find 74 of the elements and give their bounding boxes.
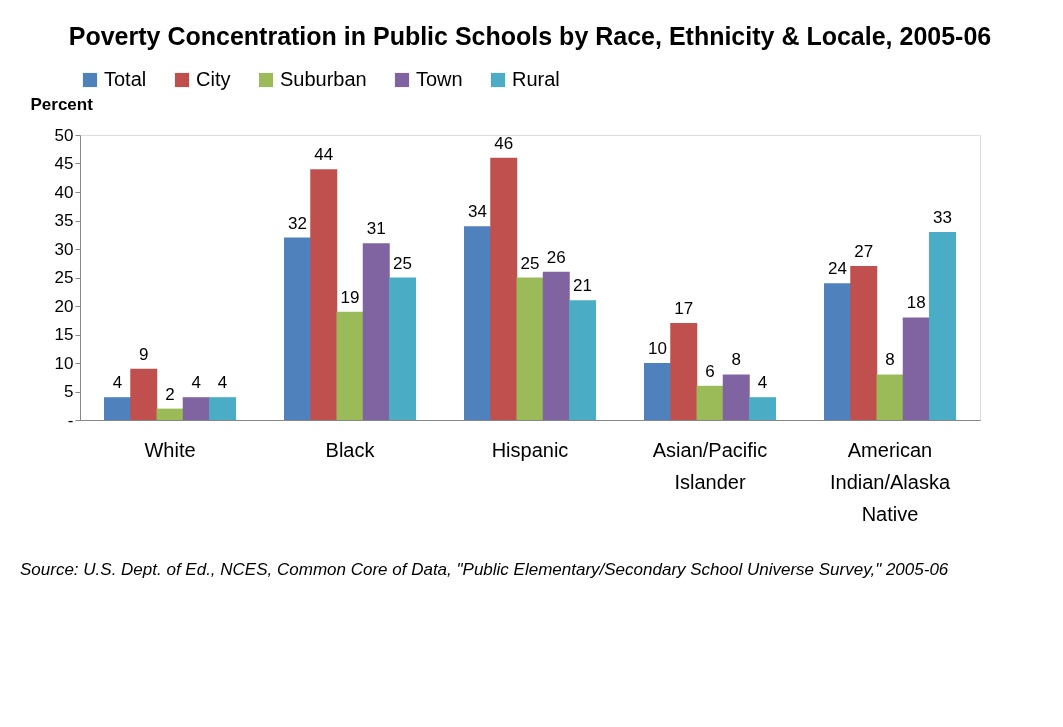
data-label: 21 [573,276,592,296]
data-label: 4 [217,373,228,393]
data-label: 32 [288,213,307,233]
legend-label: City [196,68,231,90]
bar [104,397,131,420]
y-tick-label: 20 [54,296,74,316]
bar [850,266,878,420]
data-label: 25 [393,253,412,273]
y-tick-label: 10 [54,353,74,373]
data-label: 27 [854,242,874,262]
data-label: 9 [139,344,149,364]
source-note: Source: U.S. Dept. of Ed., NCES, Common Core of Data, "Public Elementary/Secondary School Universe Survey," 2005-06 [20,560,949,579]
bar [490,157,518,420]
data-label: 2 [165,384,175,404]
data-label: 46 [494,133,514,153]
data-label: 26 [546,247,566,267]
bar [670,323,698,420]
legend-label: Town [416,68,463,90]
y-tick-label: 45 [54,154,74,173]
bar [464,226,491,420]
bar [310,169,338,420]
bar [284,237,311,420]
bar [876,374,904,420]
bar [722,374,750,420]
bar [749,397,776,420]
data-label: 34 [468,202,487,222]
data-label: 31 [366,219,386,239]
legend-label: Suburban [280,68,367,90]
x-tick-label: Black [325,438,376,461]
bar [156,408,184,420]
bar [209,397,236,420]
y-tick-label: 15 [54,325,74,344]
data-label: 33 [933,207,952,227]
x-tick-label: Hispanic [491,438,569,461]
bar [182,397,210,420]
data-label: 4 [757,373,768,393]
chart-title: Poverty Concentration in Public Schools by Race, Ethnicity & Locale, 2005-06 [68,22,992,50]
y-tick-label: 50 [54,125,74,145]
bar [696,385,724,420]
bar [389,277,416,420]
bar [542,271,570,420]
data-label: 10 [648,339,667,358]
y-tick-label: 30 [54,239,74,259]
y-tick-label: - [67,410,74,430]
bar [130,368,158,420]
y-tick-label: 25 [54,268,74,287]
data-label: 44 [314,145,334,165]
bar [824,283,851,420]
data-label: 4 [112,373,123,393]
data-label: 6 [705,361,715,381]
bar [902,317,930,420]
x-tick-label: Asian/Pacific Islander [652,438,768,493]
y-tick-label: 5 [64,382,74,401]
y-tick-label: 35 [54,211,74,230]
data-label: 4 [191,373,201,393]
bar [569,300,596,420]
bar [516,277,544,420]
bar [929,231,956,420]
legend-label: Rural [512,68,560,90]
data-label: 8 [885,350,895,370]
x-tick-label: American Indian/Alaska Native [829,438,951,525]
x-tick-label: White [144,438,196,461]
bar [644,363,671,420]
data-label: 25 [520,253,540,273]
data-label: 24 [828,259,847,279]
bar [336,311,364,420]
bar [362,243,390,420]
data-label: 18 [906,293,926,313]
data-label: 17 [674,299,694,319]
data-label: 19 [340,287,360,307]
data-label: 8 [731,350,741,370]
y-tick-label: 40 [54,182,74,202]
y-axis-title: Percent [30,94,94,114]
legend-label: Total [104,68,147,90]
